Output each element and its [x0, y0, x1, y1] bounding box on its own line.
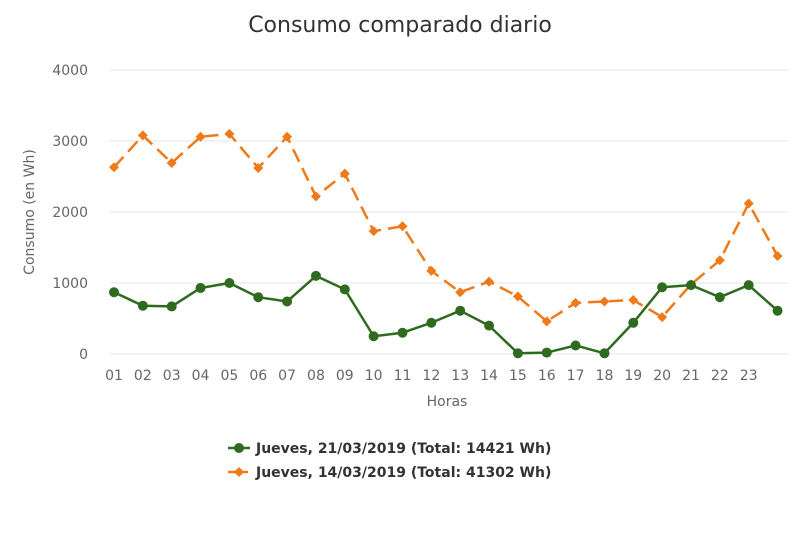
data-point [484, 276, 495, 287]
data-point [570, 340, 581, 351]
x-tick-label: 11 [394, 368, 412, 384]
data-point [455, 287, 466, 298]
x-tick-label: 17 [567, 368, 585, 384]
series-line [113, 274, 779, 355]
series-layer [109, 128, 783, 359]
data-point [541, 347, 552, 358]
x-axis-title: Horas [427, 394, 468, 410]
x-tick-label: 02 [134, 368, 152, 384]
data-point [253, 162, 264, 173]
legend-marker [234, 443, 244, 453]
data-point [772, 305, 783, 316]
data-point [426, 265, 437, 276]
x-tick-label: 15 [509, 368, 527, 384]
data-point [426, 317, 437, 328]
data-point [686, 280, 696, 291]
data-point [339, 284, 350, 295]
data-point [512, 291, 523, 302]
data-point [195, 131, 206, 142]
x-tick-label: 13 [451, 368, 469, 384]
data-point [282, 131, 293, 142]
data-point [224, 278, 235, 288]
x-tick-label: 14 [480, 368, 498, 384]
data-point [570, 297, 581, 308]
legend: Jueves, 21/03/2019 (Total: 14421 Wh) Juev… [228, 441, 551, 481]
x-tick-label: 05 [220, 368, 238, 384]
data-point [166, 301, 177, 312]
y-tick-label: 3000 [52, 134, 88, 150]
data-point [628, 317, 639, 328]
data-point [512, 348, 523, 359]
chart-title: Consumo comparado diario [248, 13, 552, 38]
data-point [282, 296, 293, 307]
x-tick-label: 07 [278, 368, 296, 384]
data-point [224, 128, 235, 139]
x-tick-label: 06 [249, 368, 267, 384]
data-point [137, 130, 148, 141]
x-tick-label: 16 [538, 368, 556, 384]
y-tick-label: 4000 [52, 63, 88, 79]
data-point [772, 251, 783, 262]
data-point [743, 280, 754, 291]
data-point [743, 198, 754, 209]
data-point [253, 292, 264, 303]
y-tick-label: 2000 [52, 205, 88, 221]
data-point [195, 282, 206, 293]
data-point [657, 282, 668, 293]
data-point [714, 292, 725, 303]
data-point [339, 168, 350, 179]
data-point [599, 348, 610, 359]
x-tick-label: 21 [682, 368, 700, 384]
data-point [310, 191, 321, 202]
data-point [455, 305, 466, 316]
x-tick-label: 03 [163, 368, 181, 384]
x-tick-label: 01 [105, 368, 123, 384]
data-point [484, 320, 495, 331]
x-tick-label: 22 [711, 368, 729, 384]
x-tick-label: 09 [336, 368, 354, 384]
series-line [113, 132, 779, 323]
grid-layer [110, 69, 788, 355]
y-tick-labels: 0 1000 2000 3000 4000 [52, 63, 88, 363]
x-tick-label: 08 [307, 368, 325, 384]
y-tick-label: 1000 [52, 276, 88, 292]
legend-marker [234, 467, 244, 477]
x-tick-label: 19 [624, 368, 642, 384]
legend-item-2[interactable]: Jueves, 14/03/2019 (Total: 41302 Wh) [228, 465, 551, 481]
x-tick-labels: 01 02 03 04 05 06 07 08 09 10 11 12 13 14 15 16 17 18 19 20… [105, 368, 758, 384]
data-point [657, 312, 668, 323]
data-point [628, 295, 639, 306]
data-point [166, 158, 177, 169]
series-1 [109, 270, 783, 359]
legend-label: Jueves, 21/03/2019 (Total: 14421 Wh) [255, 441, 551, 457]
data-point [109, 162, 119, 173]
data-point [109, 287, 119, 298]
data-point [137, 300, 148, 311]
x-tick-label: 20 [653, 368, 671, 384]
y-axis-title: Consumo (en Wh) [22, 149, 38, 275]
x-tick-label: 12 [422, 368, 440, 384]
data-point [310, 270, 321, 281]
data-point [397, 221, 408, 232]
x-tick-label: 23 [740, 368, 758, 384]
data-point [368, 226, 379, 237]
x-tick-label: 18 [596, 368, 614, 384]
data-point [599, 296, 610, 307]
series-2 [109, 128, 783, 327]
data-point [368, 331, 379, 342]
legend-item-1[interactable]: Jueves, 21/03/2019 (Total: 14421 Wh) [228, 441, 551, 457]
y-tick-label: 0 [79, 347, 88, 363]
x-tick-label: 04 [192, 368, 210, 384]
legend-label: Jueves, 14/03/2019 (Total: 41302 Wh) [255, 465, 551, 481]
data-point [714, 255, 725, 266]
x-tick-label: 10 [365, 368, 383, 384]
data-point [397, 327, 408, 338]
data-point [541, 316, 552, 327]
